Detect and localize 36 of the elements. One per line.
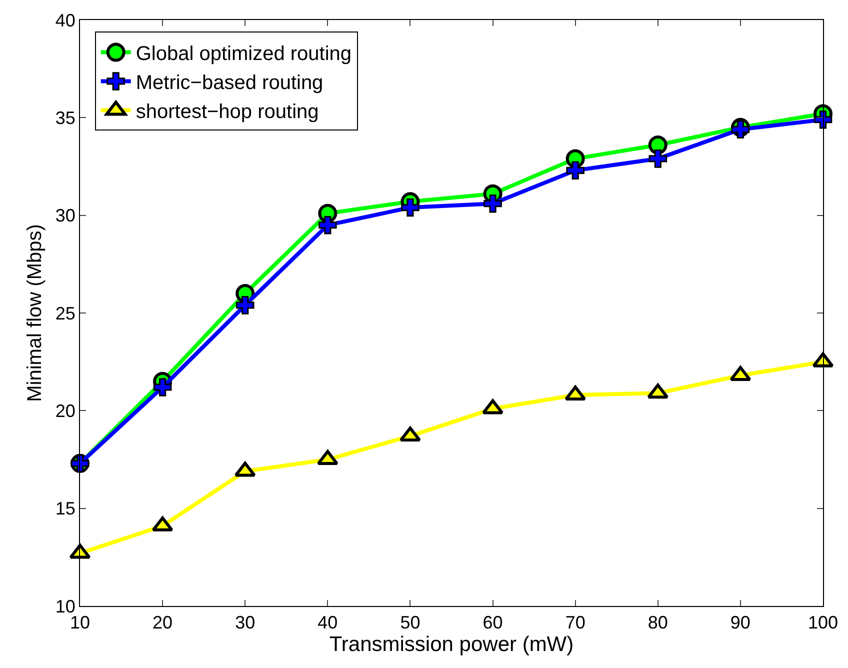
point <box>647 384 669 399</box>
point <box>152 516 174 532</box>
point <box>482 399 504 414</box>
y-tick-label: 30 <box>55 206 76 226</box>
legend-label: Metric−based routing <box>136 72 324 94</box>
x-tick-label: 80 <box>648 612 668 633</box>
legend-label: Global optimized routing <box>136 43 352 66</box>
x-tick-label: 30 <box>235 612 256 633</box>
point <box>566 161 584 180</box>
y-tick-label: 15 <box>55 498 76 519</box>
point <box>153 378 172 396</box>
point <box>730 366 752 382</box>
y-tick-label: 25 <box>55 303 76 324</box>
point <box>484 194 502 213</box>
point <box>399 426 421 442</box>
x-tick-label: 60 <box>482 612 503 633</box>
y-tick-label: 20 <box>55 400 76 421</box>
point <box>318 216 337 234</box>
x-tick-label: 50 <box>400 612 420 633</box>
y-axis-title: Minimal flow (Mbps) <box>24 224 46 402</box>
point <box>234 462 256 477</box>
point <box>812 352 834 368</box>
x-tick-label: 100 <box>808 612 838 633</box>
x-tick-label: 70 <box>565 612 586 633</box>
x-tick-label: 40 <box>318 612 338 633</box>
x-tick-label: 90 <box>730 612 750 633</box>
point <box>236 296 254 314</box>
point <box>69 544 91 559</box>
x-axis-title: Transmission power (mW) <box>329 632 574 656</box>
point <box>401 198 420 217</box>
y-tick-label: 40 <box>55 10 76 30</box>
point <box>648 150 668 168</box>
point <box>564 386 586 401</box>
legend-label: shortest−hop routing <box>136 101 319 124</box>
x-tick-label: 20 <box>152 612 173 633</box>
y-tick-label: 35 <box>55 108 76 128</box>
